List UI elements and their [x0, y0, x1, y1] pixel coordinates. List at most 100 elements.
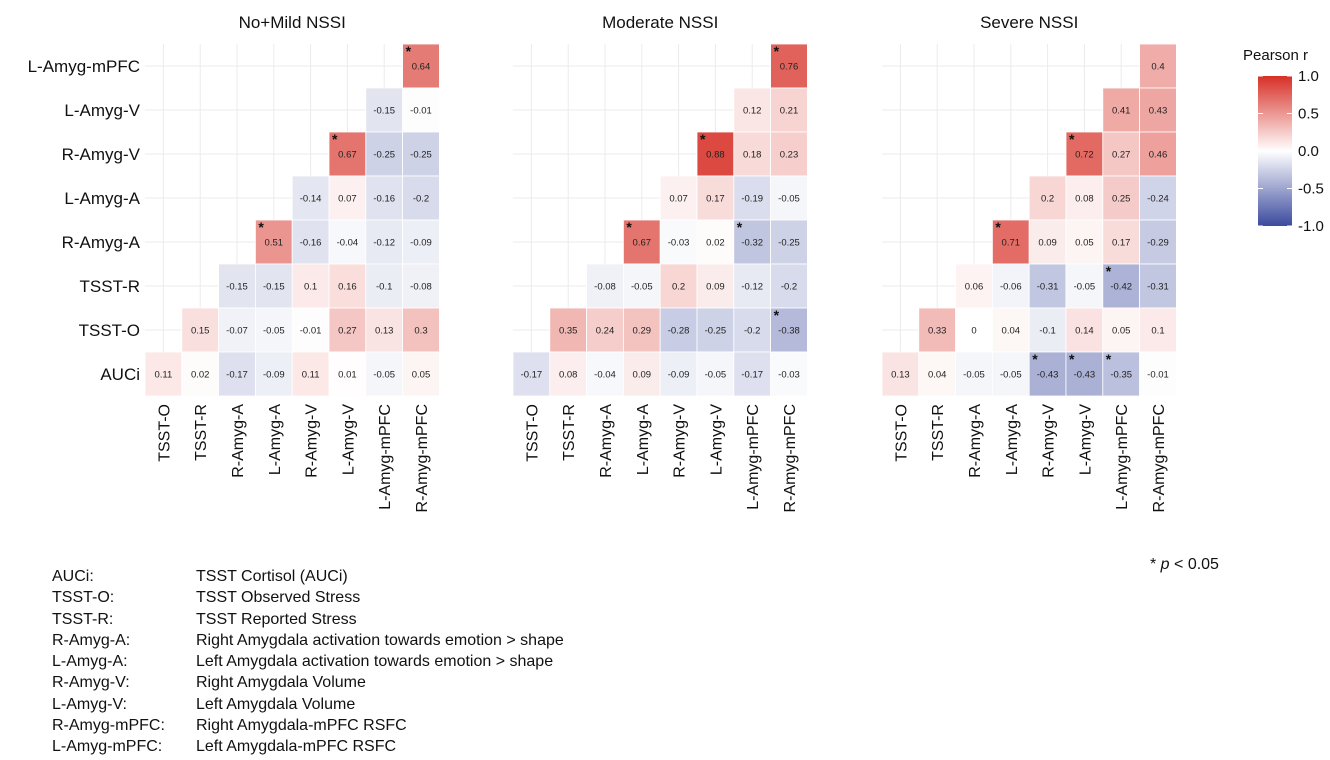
cell-value-label: 0.41	[1112, 106, 1131, 117]
heatmap-cell	[1139, 219, 1177, 265]
heatmap-cell	[770, 43, 808, 89]
heatmap-cell	[955, 307, 993, 353]
legend-description: Right Amygdala-mPFC RSFC	[196, 717, 407, 735]
cell-value-label: -0.04	[594, 370, 616, 381]
heatmap-cell	[586, 307, 624, 353]
legend-entry: TSST-O: TSST Observed Stress	[52, 587, 564, 608]
cell-value-label: -0.42	[1110, 282, 1132, 293]
significance-star: *	[774, 43, 780, 59]
cell-value-label: -0.03	[778, 370, 800, 381]
x-tick-label: L-Amyg-mPFC	[745, 404, 762, 510]
cell-value-label: -0.25	[373, 150, 395, 161]
colorbar-tick-label: 1.0	[1298, 68, 1319, 85]
heatmap-cell	[696, 263, 735, 309]
heatmap-cell	[992, 219, 1030, 265]
significance-star: *	[1069, 131, 1075, 147]
heatmap-cell	[770, 263, 808, 309]
cell-value-label: -0.28	[668, 326, 690, 337]
heatmap-cell	[365, 307, 403, 353]
cell-value-label: 0.64	[412, 62, 431, 73]
heatmap-cell	[1065, 131, 1104, 177]
x-tick-label: TSST-O	[156, 404, 173, 462]
cell-value-label: -0.25	[778, 238, 800, 249]
legend-abbreviation: L-Amyg-A:	[52, 653, 128, 671]
heatmap-cell	[328, 175, 367, 221]
cell-value-label: -0.17	[741, 370, 763, 381]
x-tick-label: TSST-R	[193, 404, 210, 461]
cell-value-label: -0.05	[263, 326, 285, 337]
heatmap-cell	[696, 131, 735, 177]
heatmap-cell	[1065, 263, 1104, 309]
cell-value-label: -0.09	[263, 370, 285, 381]
cell-value-label: -0.29	[1147, 238, 1169, 249]
cell-value-label: 0.08	[1075, 194, 1094, 205]
cell-value-label: 0.13	[375, 326, 394, 337]
cell-value-label: 0.1	[1151, 326, 1164, 337]
legend-description: Right Amygdala Volume	[196, 674, 366, 692]
cell-value-label: -0.43	[1074, 370, 1096, 381]
heatmap-cell	[918, 307, 956, 353]
cell-value-label: -0.15	[373, 106, 395, 117]
significance-star: *	[258, 219, 264, 235]
cell-value-label: -0.05	[631, 282, 653, 293]
significance-marker: *	[1150, 556, 1161, 573]
heatmap-cell	[1028, 307, 1067, 353]
x-tick-label: TSST-R	[561, 404, 578, 461]
x-tick-label: R-Amyg-mPFC	[414, 404, 431, 512]
heatmap-cell	[992, 263, 1030, 309]
cell-value-label: 0.06	[965, 282, 984, 293]
significance-star: *	[1069, 351, 1075, 367]
heatmap-cell	[586, 351, 624, 397]
heatmap-cell	[328, 351, 367, 397]
legend-description: TSST Reported Stress	[196, 610, 357, 628]
cell-value-label: 0.43	[1149, 106, 1168, 117]
cell-value-label: 0.02	[706, 238, 725, 249]
x-tick-label: L-Amyg-V	[708, 404, 725, 475]
cell-value-label: 0.12	[743, 106, 762, 117]
cell-value-label: -0.08	[594, 282, 616, 293]
heatmap-cell	[955, 351, 993, 397]
cell-value-label: -0.19	[741, 194, 763, 205]
cell-value-label: 0.29	[633, 326, 652, 337]
heatmap-cell	[881, 351, 920, 397]
legend-entry: AUCi: TSST Cortisol (AUCi)	[52, 566, 564, 587]
cell-value-label: -0.05	[963, 370, 985, 381]
heatmap-cell	[770, 87, 808, 133]
significance-star: *	[995, 219, 1001, 235]
legend-entry: L-Amyg-A: Left Amygdala activation toward…	[52, 651, 564, 672]
cell-value-label: -0.01	[410, 106, 432, 117]
cell-value-label: 0.35	[559, 326, 578, 337]
legend-abbreviation: R-Amyg-V:	[52, 674, 130, 692]
cell-value-label: 0.88	[706, 150, 725, 161]
cell-value-label: -0.24	[1147, 194, 1169, 205]
cell-value-label: 0.2	[1041, 194, 1054, 205]
cell-value-label: 0.27	[338, 326, 357, 337]
cell-value-label: -0.2	[781, 282, 797, 293]
heatmap-cell	[1139, 131, 1177, 177]
cell-value-label: 0.09	[1038, 238, 1057, 249]
heatmap-cell	[918, 351, 956, 397]
x-tick-label: R-Amyg-V	[304, 404, 321, 478]
cell-value-label: 0.07	[338, 194, 357, 205]
heatmap-cell	[770, 307, 808, 353]
legend-abbreviation: R-Amyg-A:	[52, 631, 131, 649]
significance-star: *	[700, 131, 706, 147]
legend-description: TSST Cortisol (AUCi)	[196, 568, 348, 585]
cell-value-label: -0.31	[1037, 282, 1059, 293]
cell-value-label: 0.25	[1112, 194, 1131, 205]
x-tick-label: TSST-R	[930, 404, 947, 461]
cell-value-label: -0.1	[1039, 326, 1055, 337]
cell-value-label: -0.2	[413, 194, 429, 205]
cell-value-label: -0.01	[300, 326, 322, 337]
legend-description: Left Amygdala activation towards emotion…	[196, 653, 554, 671]
panel-title: Moderate NSSI	[602, 13, 718, 32]
cell-value-label: 0.05	[412, 370, 431, 381]
cell-value-label: 0.09	[706, 282, 725, 293]
heatmap-cell	[328, 131, 367, 177]
cell-value-label: 0.17	[1112, 238, 1131, 249]
cell-value-label: 0.16	[338, 282, 357, 293]
heatmap-cell	[1028, 263, 1067, 309]
cell-value-label: 0.24	[596, 326, 615, 337]
cell-value-label: 0.11	[155, 370, 173, 381]
heatmap-cell	[144, 351, 183, 397]
